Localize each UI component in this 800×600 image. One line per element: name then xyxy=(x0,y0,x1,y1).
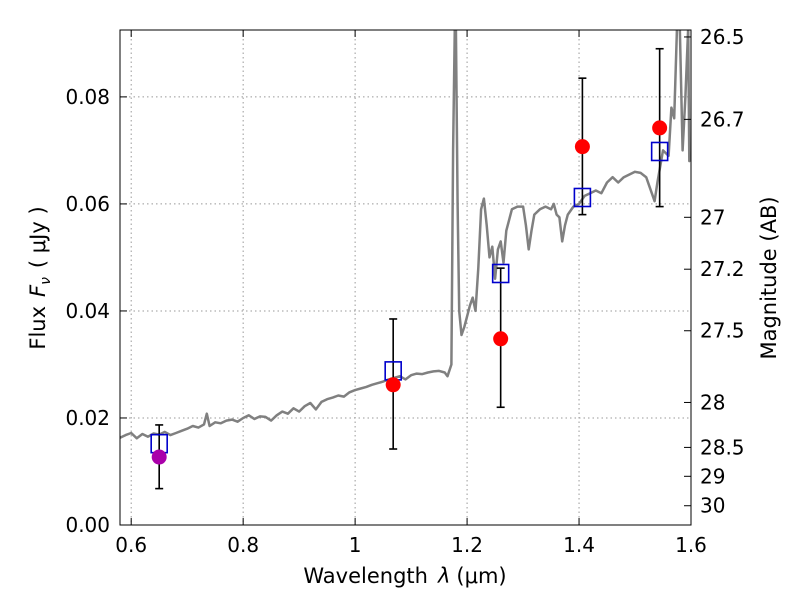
x-axis-label: Wavelength λ (μm) xyxy=(303,564,506,588)
spectrum-line xyxy=(120,30,691,440)
x-tick-label: 1.4 xyxy=(563,533,595,557)
y-tick-label: 0.04 xyxy=(65,299,110,323)
y2-tick-label: 27 xyxy=(700,205,725,229)
model-point xyxy=(573,187,592,208)
y2-tick-label: 28 xyxy=(700,390,725,414)
y2-tick-label: 27.2 xyxy=(700,257,745,281)
y-axis: 0.00 0.02 0.04 0.06 0.08 xyxy=(65,85,127,537)
x-tick-label: 0.6 xyxy=(115,533,147,557)
x-tick-label: 1.2 xyxy=(451,533,483,557)
x-tick-label: 1 xyxy=(349,533,362,557)
observed-point xyxy=(652,120,668,136)
x-tick-label: 0.8 xyxy=(227,533,259,557)
y2-tick-label: 26.5 xyxy=(700,25,745,49)
model-point xyxy=(650,141,669,162)
y2-tick-label: 27.5 xyxy=(700,319,745,343)
y-axis-label: FluxFν( μJy ) xyxy=(26,206,54,349)
observed-point xyxy=(493,331,509,347)
y-tick-label: 0.08 xyxy=(65,85,110,109)
model-point xyxy=(491,263,510,284)
x-tick-label: 1.6 xyxy=(675,533,707,557)
y-tick-label: 0.06 xyxy=(65,192,110,216)
x-axis: 0.6 0.8 1 1.2 1.4 1.6 xyxy=(115,30,707,557)
plot-area xyxy=(120,30,691,490)
y2-tick-label: 26.7 xyxy=(700,107,745,131)
observed-point xyxy=(574,139,590,155)
y2-tick-label: 28.5 xyxy=(700,435,745,459)
plot-frame xyxy=(119,29,692,526)
observed-point xyxy=(151,449,167,465)
y-tick-label: 0.00 xyxy=(65,513,110,537)
y2-axis-label: Magnitude (AB) xyxy=(757,196,781,359)
y2-tick-label: 29 xyxy=(700,464,725,488)
observed-point xyxy=(385,377,401,393)
y2-axis: 26.5 26.7 27 27.2 27.5 28 28.5 29 30 xyxy=(684,25,745,518)
y-tick-label: 0.02 xyxy=(65,406,110,430)
y2-tick-label: 30 xyxy=(700,494,725,518)
grid xyxy=(120,30,691,525)
